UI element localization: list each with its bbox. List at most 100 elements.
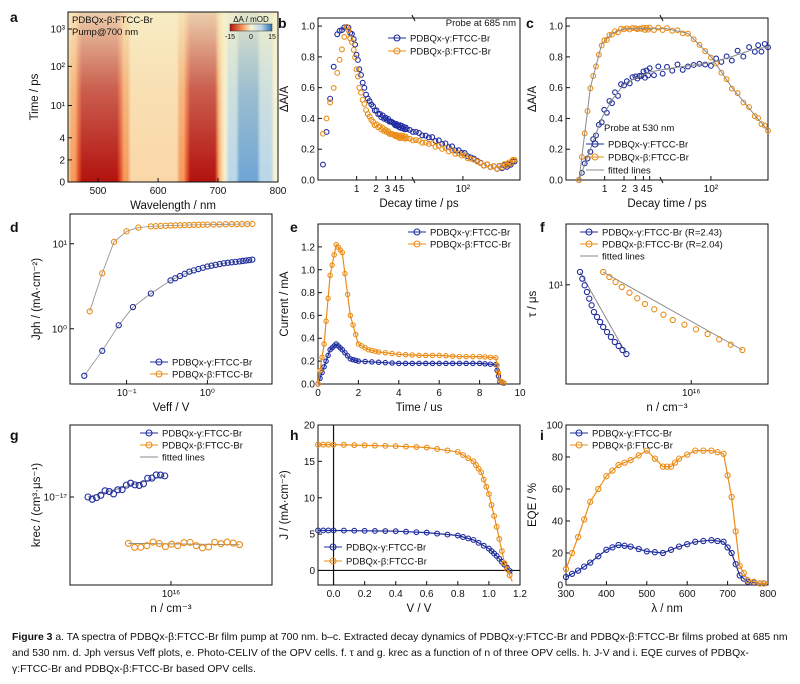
y-tick-label: 60: [552, 485, 564, 496]
colorbar: [229, 23, 273, 32]
data-point-gamma: [139, 480, 147, 488]
data-point-gamma: [454, 532, 461, 539]
data-point-beta: [684, 451, 691, 458]
data-point-beta: [161, 543, 169, 551]
data-point-beta: [435, 142, 442, 149]
x-tick-label: 5: [399, 184, 405, 195]
data-point-beta: [434, 446, 441, 452]
data-point-beta: [660, 311, 667, 318]
data-point-gamma: [675, 543, 683, 550]
data-point-gamma: [148, 474, 156, 482]
data-point-gamma: [181, 270, 188, 277]
data-point-beta: [606, 32, 613, 39]
data-point-beta: [595, 51, 602, 58]
data-point-gamma: [692, 538, 699, 545]
data-point-gamma: [595, 553, 602, 560]
data-point-beta: [199, 221, 207, 228]
data-point-gamma: [435, 137, 442, 144]
y-tick-label: 10⁻¹⁷: [44, 493, 68, 504]
data-point-beta: [746, 104, 753, 111]
data-point-gamma: [352, 357, 359, 364]
data-point-beta: [501, 380, 507, 386]
data-point-beta: [317, 367, 323, 374]
data-point-gamma: [480, 542, 487, 549]
legend-label: PDBQx-γ:FTCC-Br: [162, 429, 242, 440]
data-point-gamma: [403, 126, 410, 133]
data-point-gamma: [619, 346, 626, 354]
data-point-gamma: [423, 529, 430, 536]
data-point-beta: [375, 349, 382, 355]
data-point-beta: [720, 450, 727, 457]
data-point-gamma: [621, 542, 628, 549]
data-point-gamma: [720, 538, 727, 545]
data-point-beta: [600, 268, 607, 276]
data-point-beta: [454, 448, 461, 455]
data-point-beta: [739, 346, 746, 354]
data-point-beta: [483, 483, 490, 490]
data-point-beta: [361, 101, 368, 107]
data-point-beta: [718, 69, 725, 76]
data-point-gamma: [199, 264, 207, 271]
data-point-beta: [339, 46, 345, 53]
data-point-gamma: [623, 350, 630, 358]
data-point-gamma: [574, 567, 582, 574]
data-point-gamma: [684, 541, 691, 548]
x-axis-label: Veff / V: [153, 402, 190, 414]
data-point-gamma: [482, 361, 488, 367]
legend-label: PDBQx-β:FTCC-Br: [608, 153, 689, 164]
legend-label: PDBQx-β:FTCC-Br: [410, 47, 491, 58]
data-point-beta: [728, 85, 735, 92]
data-point-beta: [495, 370, 502, 376]
panel-b-frame: [317, 17, 521, 181]
y-tick-label: 1.0: [301, 22, 315, 33]
data-point-beta: [463, 353, 469, 360]
data-point-beta: [344, 291, 351, 298]
data-point-beta: [217, 540, 225, 548]
data-point-beta: [714, 449, 721, 456]
data-point-beta: [671, 459, 679, 466]
data-point-gamma: [369, 359, 375, 365]
data-point-gamma: [412, 128, 419, 135]
data-point-beta: [506, 572, 513, 579]
x-tick-label: 3: [633, 184, 639, 195]
y-tick-label: 10⁰: [52, 324, 67, 335]
y-tick-label: 0.0: [549, 176, 563, 187]
panel-h-frame: [317, 424, 521, 586]
data-point-gamma: [147, 290, 155, 297]
data-point-gamma: [679, 66, 686, 73]
data-point-beta: [623, 25, 630, 32]
data-point-gamma: [593, 313, 601, 321]
data-point-gamma: [667, 546, 675, 553]
legend-marker: [575, 429, 583, 437]
data-point-gamma: [581, 282, 588, 289]
data-point-gamma: [425, 134, 432, 141]
data-point-gamma: [758, 48, 765, 55]
y-tick-label: 0.6: [549, 83, 563, 94]
data-point-gamma: [358, 72, 364, 78]
data-point-beta: [598, 42, 605, 49]
y-axis-label: J / (mA·cm⁻²): [279, 470, 291, 539]
data-point-beta: [403, 135, 410, 142]
x-tick-label: 2: [356, 388, 362, 399]
data-point-gamma: [344, 353, 351, 359]
y-tick-label: 10²: [51, 62, 66, 73]
data-point-beta: [708, 447, 715, 454]
y-tick-label: 10: [304, 493, 316, 504]
data-point-gamma: [579, 275, 586, 282]
x-tick-label: 4: [393, 184, 399, 195]
y-tick-label: 0.4: [549, 114, 563, 125]
data-point-gamma: [242, 257, 250, 264]
data-point-beta: [123, 228, 130, 235]
data-point-beta: [587, 498, 594, 505]
data-point-gamma: [355, 358, 362, 364]
x-tick-label: 3: [385, 184, 391, 195]
data-point-beta: [327, 99, 334, 106]
data-point-beta: [603, 37, 610, 43]
y-tick-label: 5: [309, 530, 315, 541]
data-point-beta: [487, 164, 494, 170]
legend-label: fitted lines: [162, 453, 205, 464]
data-point-beta: [423, 444, 430, 451]
legend-marker: [145, 441, 153, 449]
x-tick-label: 1.2: [513, 589, 527, 600]
data-point-gamma: [236, 258, 243, 265]
